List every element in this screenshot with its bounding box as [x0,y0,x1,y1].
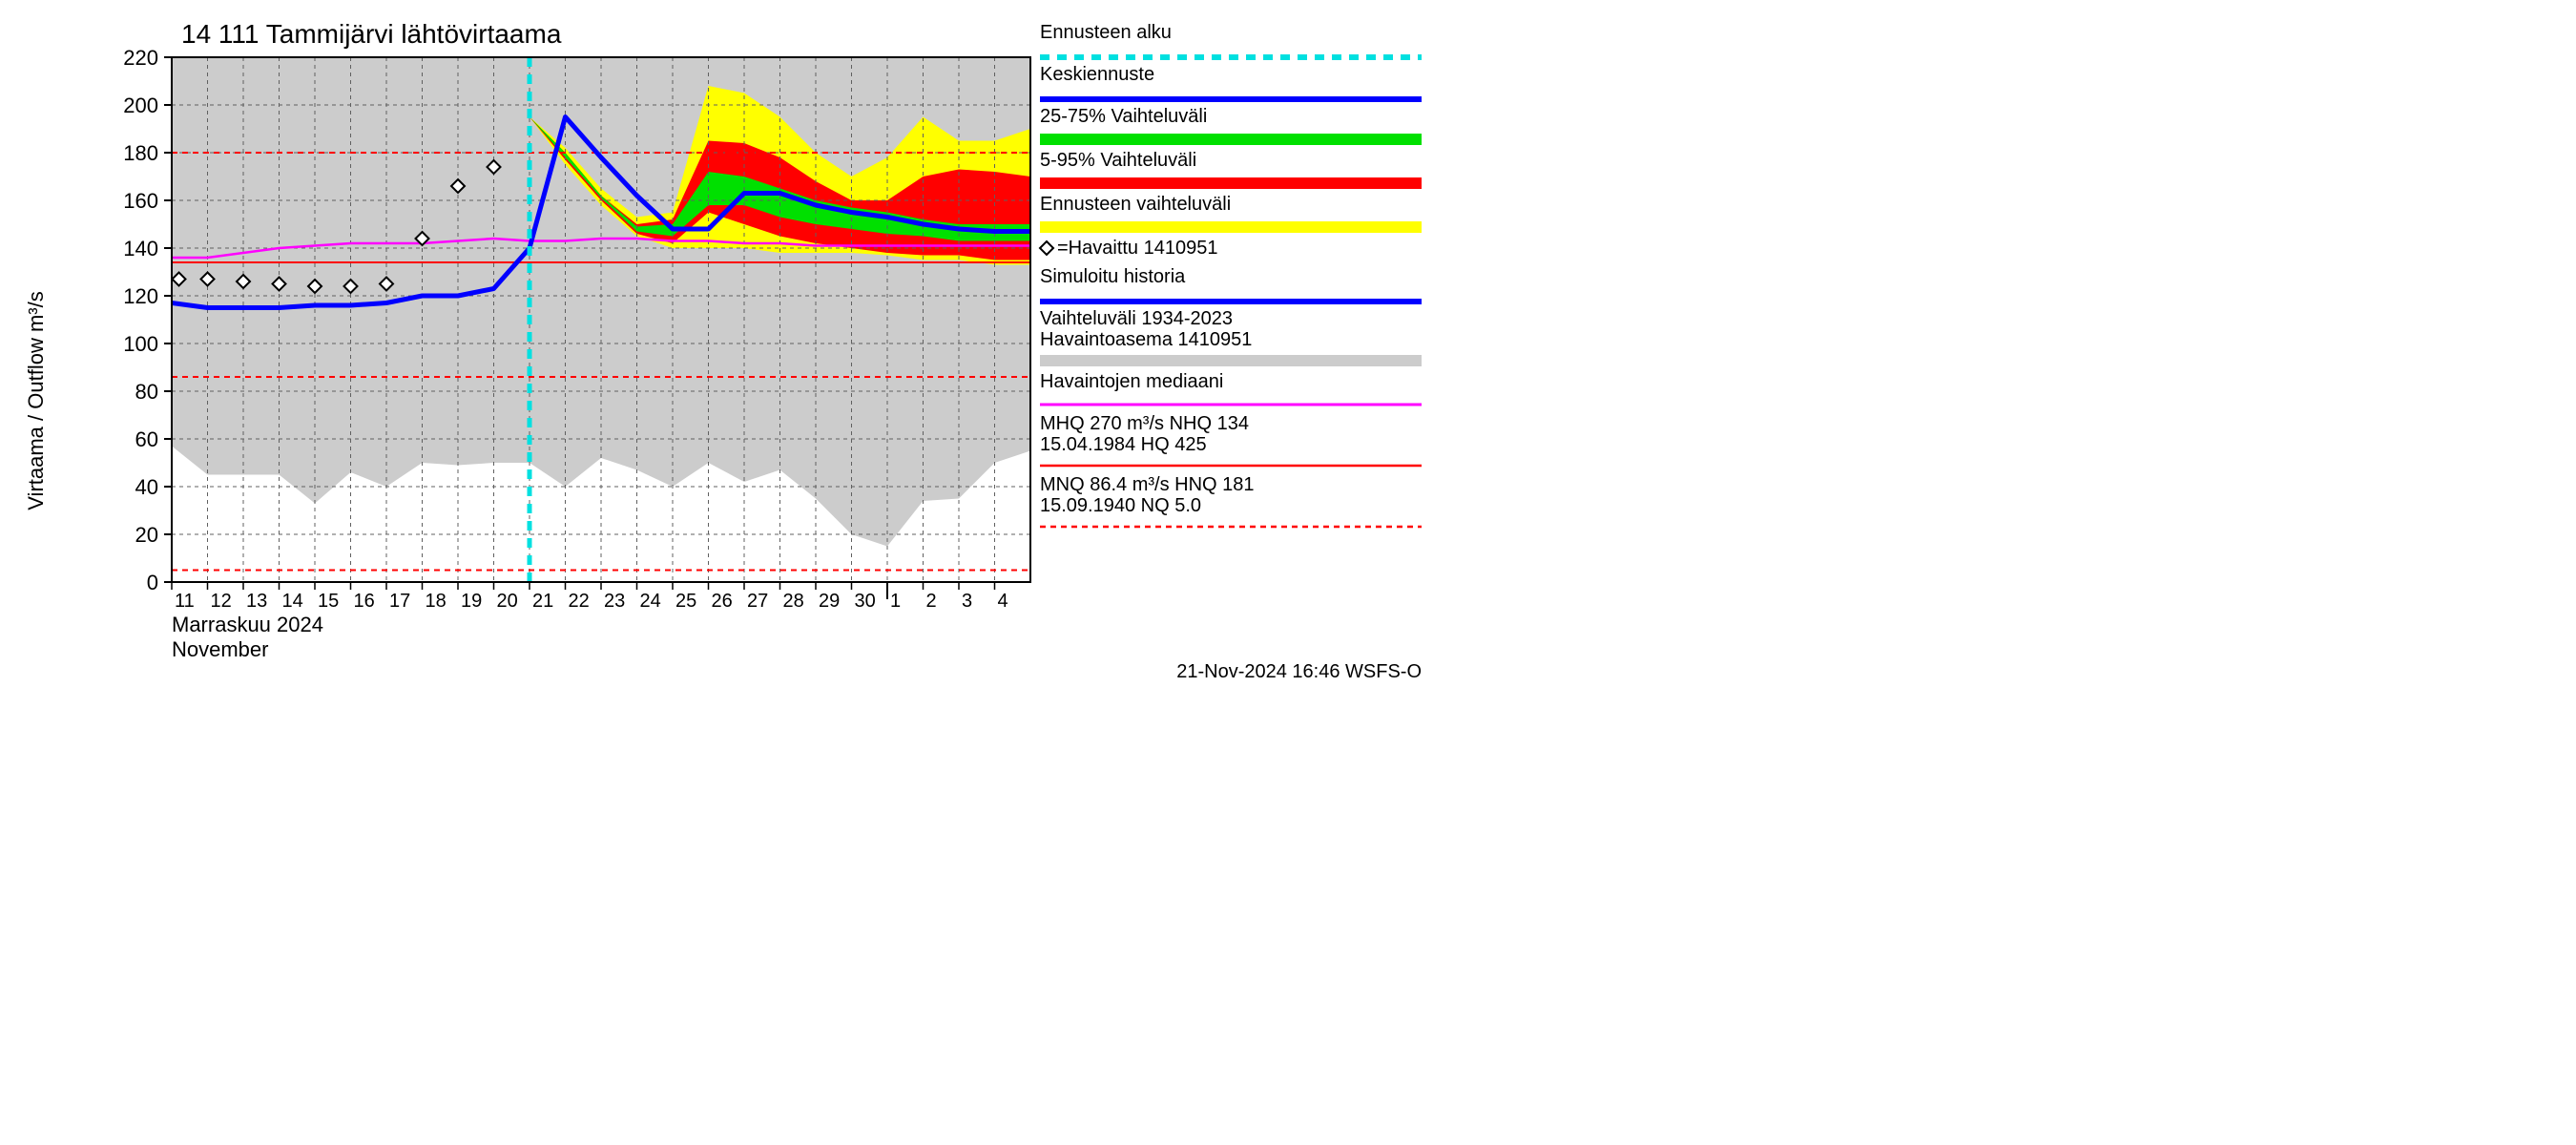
x-tick-label: 1 [890,591,901,612]
x-tick-label: 20 [497,591,518,612]
legend-mnq-b: 15.09.1940 NQ 5.0 [1040,495,1201,516]
y-tick-label: 140 [123,237,158,260]
legend-swatch [1040,355,1422,366]
x-tick-label: 22 [569,591,590,612]
y-tick-label: 200 [123,94,158,117]
y-tick-label: 100 [123,332,158,356]
legend-mhq-b: 15.04.1984 HQ 425 [1040,434,1207,455]
x-tick-label: 12 [211,591,232,612]
x-tick-label: 16 [354,591,375,612]
chart-container: 14 111 Tammijärvi lähtövirtaama Virtaama … [0,0,1431,687]
x-tick-label: 25 [675,591,696,612]
legend-swatch [1040,177,1422,189]
y-tick-label: 20 [135,523,158,547]
hydrograph-chart: 14 111 Tammijärvi lähtövirtaama Virtaama … [0,0,1431,687]
x-tick-label: 24 [640,591,661,612]
x-tick-label: 17 [389,591,410,612]
x-tick-label: 18 [426,591,447,612]
y-tick-label: 180 [123,141,158,165]
x-tick-label: 3 [962,591,972,612]
x-tick-label: 26 [712,591,733,612]
y-axis-label: Virtaama / Outflow m³/s [24,291,48,510]
x-tick-label: 21 [532,591,553,612]
legend-mean: Keskiennuste [1040,64,1154,85]
chart-title: 14 111 Tammijärvi lähtövirtaama [181,19,562,49]
x-tick-label: 4 [998,591,1008,612]
x-tick-label: 15 [318,591,339,612]
legend-swatch [1040,221,1422,233]
x-tick-label: 2 [926,591,937,612]
y-tick-label: 40 [135,475,158,499]
y-tick-label: 60 [135,427,158,451]
y-tick-label: 160 [123,189,158,213]
x-tick-label: 28 [783,591,804,612]
x-tick-label: 23 [604,591,625,612]
legend-observed: =Havaittu 1410951 [1057,238,1217,259]
legend-diamond-icon [1040,241,1053,255]
y-tick-label: 0 [147,571,158,594]
x-tick-label: 19 [461,591,482,612]
legend-full-range: Ennusteen vaihteluväli [1040,194,1231,215]
legend-iqr: 25-75% Vaihteluväli [1040,106,1207,127]
x-tick-label: 27 [747,591,768,612]
legend-sim-history: Simuloitu historia [1040,266,1186,287]
legend-median: Havaintojen mediaani [1040,371,1223,392]
x-month-en: November [172,637,268,661]
legend-forecast-start: Ennusteen alku [1040,22,1172,43]
y-tick-label: 220 [123,46,158,70]
legend-90: 5-95% Vaihteluväli [1040,150,1196,171]
x-tick-label: 14 [282,591,303,612]
x-tick-label: 13 [246,591,267,612]
x-tick-label: 11 [175,591,195,612]
x-month-fi: Marraskuu 2024 [172,613,323,636]
footer-timestamp: 21-Nov-2024 16:46 WSFS-O [1176,661,1422,682]
legend-mhq-a: MHQ 270 m³/s NHQ 134 [1040,413,1249,434]
x-tick-label: 29 [819,591,840,612]
x-tick-label: 30 [855,591,876,612]
legend-mnq-a: MNQ 86.4 m³/s HNQ 181 [1040,474,1255,495]
legend-hist-range-b: Havaintoasema 1410951 [1040,329,1252,350]
legend-swatch [1040,134,1422,145]
y-tick-label: 80 [135,380,158,404]
legend-hist-range-a: Vaihteluväli 1934-2023 [1040,308,1233,329]
y-tick-label: 120 [123,284,158,308]
